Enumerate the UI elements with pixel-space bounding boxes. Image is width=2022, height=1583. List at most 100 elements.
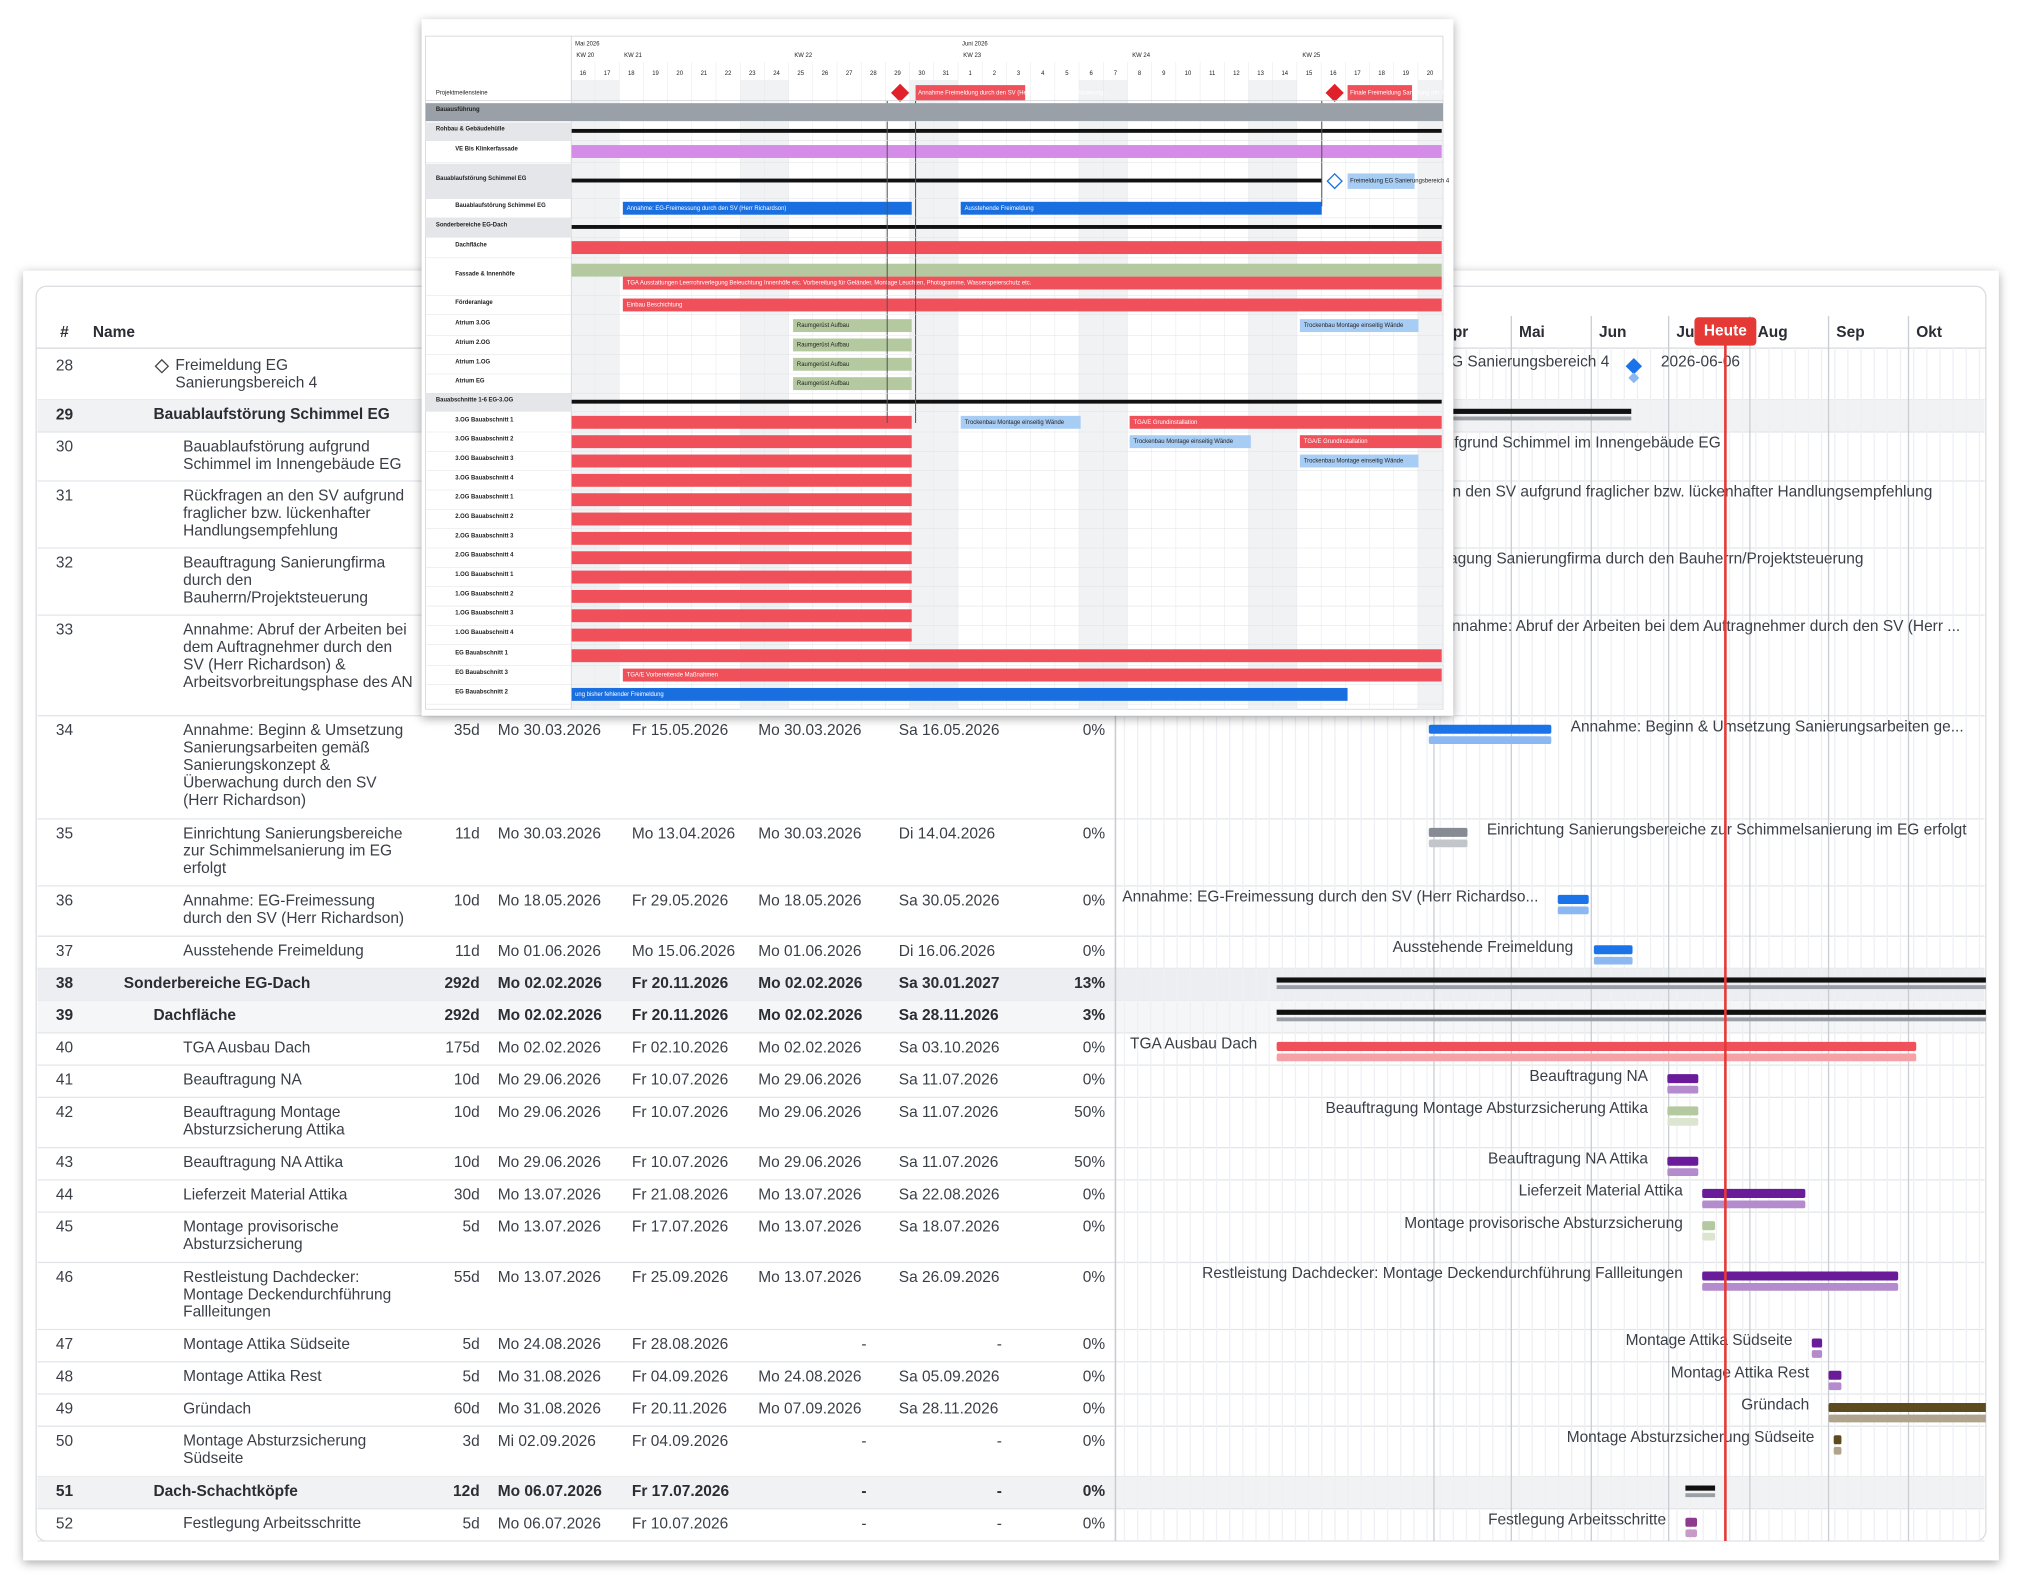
gantt-label: Beauftragung NA [1529,1068,1648,1085]
day-number: 8 [1138,71,1142,77]
overlay-group-bg [425,393,572,412]
gantt-label: Beauftragung NA Attika [1488,1150,1648,1167]
month-label: Sep [1836,324,1864,341]
day-number: 25 [797,71,804,77]
cell-end: Fr 10.07.2026 [632,1515,728,1532]
day-number: 27 [846,71,853,77]
row-number: 52 [56,1515,73,1532]
overlay-summary [571,225,1442,229]
overlay-bar [1129,415,1442,429]
gantt-label: Annahme: EG-Freimessung durch den SV (He… [1122,889,1538,906]
summary-baseline [1276,985,1986,990]
cell-baseline-start: - [861,1336,866,1353]
overlay-row-label: 1.OG Bauabschnitt 2 [455,591,514,597]
overlay-row-label: EG Bauabschnitt 3 [455,670,508,676]
task-bar [1593,945,1633,955]
day-number: 22 [725,71,732,77]
row-number: 31 [56,488,73,505]
task-name: Annahme: Beginn & Umsetzung Sanierungsar… [183,722,407,809]
cell-progress: 0% [1083,1186,1106,1203]
overlay-row-label: 2.OG Bauabschnitt 3 [455,533,514,539]
row-number: 46 [56,1269,73,1286]
gantt-label: Restleistung Dachdecker: Montage Deckend… [1202,1265,1683,1282]
cell-end: Fr 20.11.2026 [632,975,729,992]
summary-bar [1685,1485,1716,1491]
overlay-bar-text: TGA/E Grundinstallation [1134,420,1198,426]
cell-progress: 13% [1074,975,1105,992]
row-number: 42 [56,1104,73,1121]
overlay-row-label: Atrium EG [455,379,485,385]
gantt-label: Rückfragen an den SV aufgrund fraglicher… [1360,484,1932,501]
cell-progress: 0% [1083,1039,1106,1056]
overlay-bar [793,357,912,371]
cell-baseline-start: Mo 18.05.2026 [758,892,861,909]
cell-start: Mo 29.06.2026 [498,1104,601,1121]
overlay-bar [1299,454,1419,468]
cell-baseline-start: Mo 13.07.2026 [758,1219,861,1236]
cell-baseline-end: - [997,1433,1002,1450]
overlay-note [1347,85,1413,101]
cell-baseline-end: Sa 22.08.2026 [899,1186,1000,1203]
cell-baseline-end: Sa 28.11.2026 [899,1007,999,1024]
cell-end: Fr 04.09.2026 [632,1368,728,1385]
overlay-bar-text: Raumgerüst Aufbau [797,362,849,368]
overlay-row-label: Sonderbereiche EG-Dach [436,223,508,229]
cell-end: Mo 13.04.2026 [632,825,735,842]
overlay-bar-text: TGA/E Grundinstallation [1304,439,1368,445]
cell-baseline-end: Sa 11.07.2026 [899,1104,999,1121]
cell-progress: 0% [1083,892,1106,909]
overlay-row-label: Bauablaufstörung Schimmel EG [436,176,527,182]
cell-duration: 10d [454,892,480,909]
overlay-row-label: Atrium 2.OG [455,340,490,346]
cell-progress: 0% [1083,825,1106,842]
day-number: 9 [1162,71,1166,77]
gantt-label: Montage Attika Südseite [1626,1332,1793,1349]
task-name: Annahme: Abruf der Arbeiten bei dem Auft… [183,622,413,691]
cell-baseline-start: Mo 01.06.2026 [758,943,861,960]
gantt-label: Gründach [1741,1397,1809,1414]
task-name: Beauftragung NA Attika [183,1154,343,1171]
cell-progress: 0% [1083,1269,1106,1286]
overlay-header-label: Projektmeilensteine [436,90,488,96]
overlay-note-text: Freimeldung EG Sanierungsbereich 4 [1350,179,1450,185]
task-name: Einrichtung Sanierungsbereiche zur Schim… [183,825,407,877]
summary-baseline [1276,1017,1986,1022]
cell-baseline-end: Sa 11.07.2026 [899,1154,999,1171]
task-name: Montage Absturzsicherung Südseite [183,1433,370,1467]
overlay-bar-text: Raumgerüst Aufbau [797,323,849,329]
task-bar [1667,1156,1699,1166]
cell-duration: 35d [454,722,480,739]
overlay-bar [571,551,912,565]
task-name: Restleistung Dachdecker: Montage Deckend… [183,1269,395,1321]
day-number: 31 [943,71,950,77]
cell-progress: 0% [1083,1219,1106,1236]
weekend [1248,79,1273,710]
task-bar [1702,1271,1899,1281]
overlay-bar [571,241,1442,255]
cell-baseline-end: Di 16.06.2026 [899,943,995,960]
day-number: 11 [1209,71,1215,77]
overlay-group-bg [425,163,572,199]
overlay-bar [793,338,912,352]
day-number: 16 [1330,71,1337,77]
cell-baseline-end: - [997,1483,1002,1500]
cell-start: Mo 06.07.2026 [498,1515,601,1532]
task-bar [1557,894,1589,904]
overlay-chart: 16 17 18 19 20 21 22 23 24 25 26 27 28 29 30 31 1 2 3 4 5 6 7 8… [571,41,1453,710]
weekend [1417,79,1443,710]
weekend [594,79,620,710]
row-number: 43 [56,1154,73,1171]
weekend [1103,79,1128,710]
day-number: 18 [1378,71,1385,77]
overlay-row-label: 3.OG Bauabschnitt 1 [455,417,514,423]
overlay-bar [1299,319,1419,333]
overlay-bar-text: Trockenbau Montage einseitig Wände [1304,323,1404,329]
overlay-note-text: Annahme Freimeldung durch den SV (Herr R… [918,90,1108,96]
cell-baseline-start: Mo 02.02.2026 [758,1039,861,1056]
cell-start: Mo 13.07.2026 [498,1219,601,1236]
overlay-bar-text: ung bisher fehlender Freimeldung [575,692,664,698]
cell-duration: 3d [463,1433,480,1450]
task-name: Rückfragen an den SV aufgrund fraglicher… [183,488,408,540]
task-name: Beauftragung NA [183,1072,302,1089]
weekend [1079,79,1104,710]
